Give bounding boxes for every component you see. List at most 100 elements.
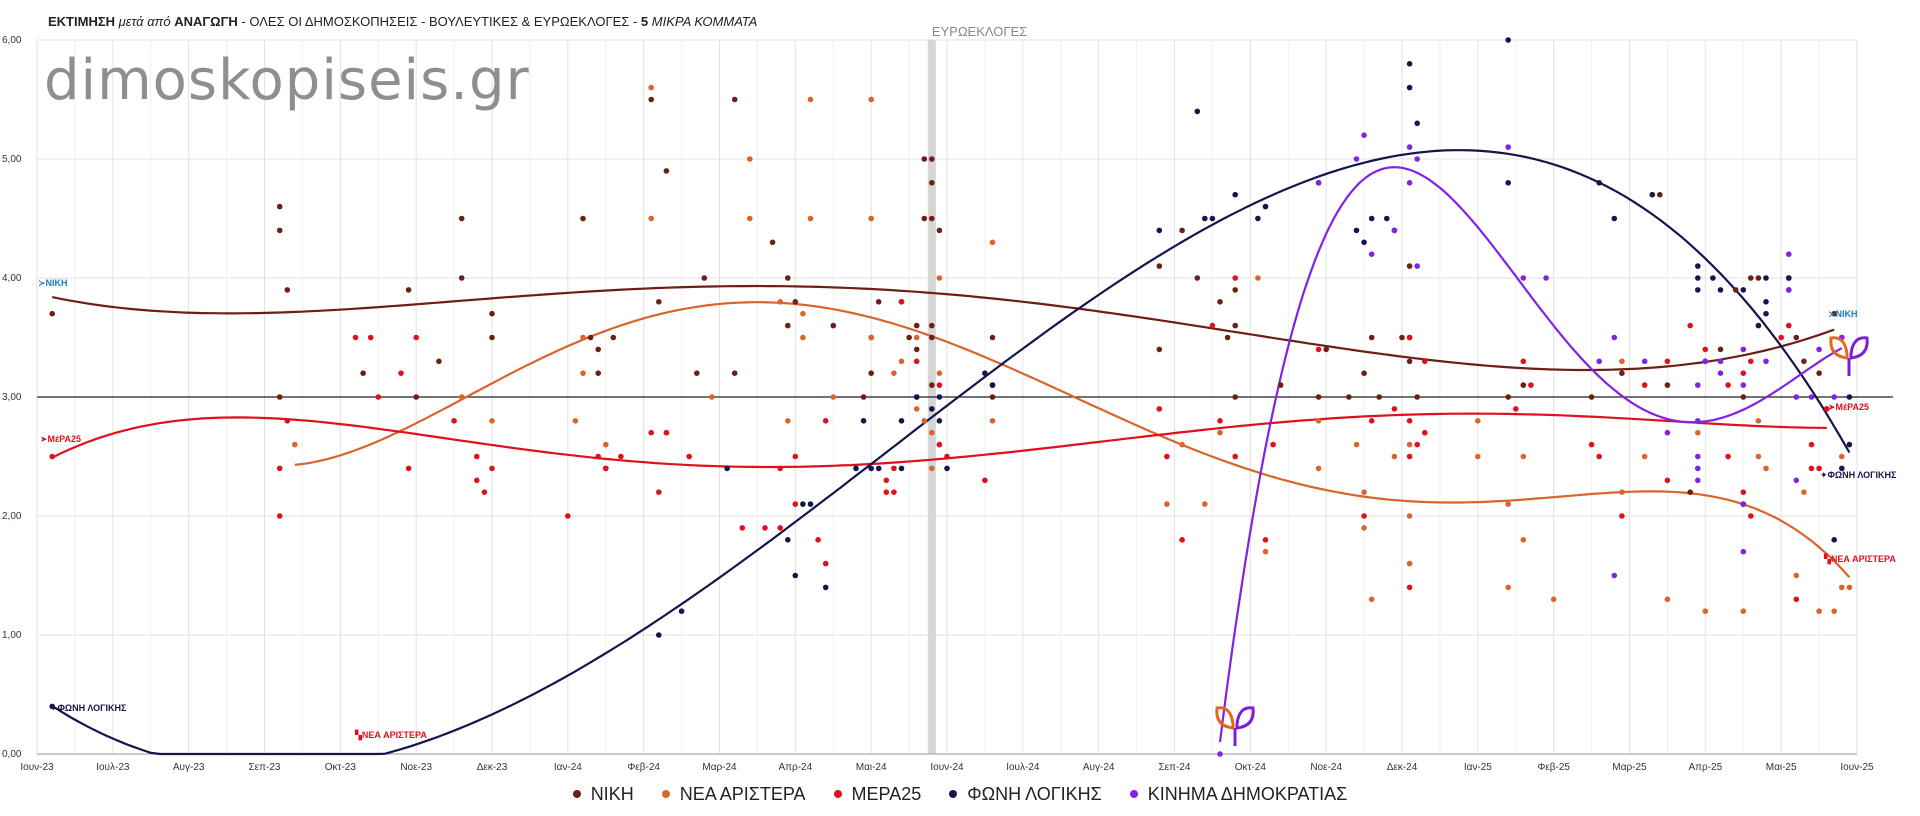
logo-kinima-right-petal-purple [1849, 336, 1869, 360]
data-point-1 [1505, 584, 1511, 591]
data-point-2 [913, 358, 920, 365]
data-point-1 [1475, 418, 1481, 424]
legend-label: ΦΩΝΗ ΛΟΓΙΚΗΣ [967, 783, 1102, 804]
data-point-3 [875, 465, 882, 472]
data-point-3 [1695, 263, 1701, 269]
data-point-2 [1588, 441, 1595, 448]
x-tick-label: Νοε-23 [400, 762, 432, 773]
data-point-4 [1695, 465, 1701, 472]
data-point-1 [929, 465, 935, 472]
x-tick-label: Οκτ-23 [325, 762, 357, 773]
data-point-3 [1505, 180, 1511, 186]
data-point-4 [1740, 501, 1747, 507]
data-point-4 [1717, 370, 1724, 377]
data-point-2 [1520, 358, 1527, 365]
annotation-layer: ΕΥΡΩΕΚΛΟΓΕΣ [927, 24, 1027, 754]
data-point-0 [276, 227, 283, 234]
data-point-2 [944, 453, 950, 460]
data-point-3 [853, 465, 859, 472]
legend-swatch [1129, 790, 1138, 798]
data-point-0 [663, 168, 670, 174]
data-point-4 [1406, 180, 1413, 186]
data-point-2 [1740, 489, 1747, 496]
data-point-1 [292, 441, 298, 448]
data-point-2 [656, 489, 662, 496]
data-point-3 [1839, 465, 1845, 472]
title-part-4: - ΟΛΕΣ ΟΙ ΔΗΜΟΣΚΟΠΗΣΕΙΣ - ΒΟΥΛΕΥΤΙΚΕΣ & … [237, 14, 641, 29]
trend-line-1 [294, 301, 1851, 578]
data-point-1 [1520, 537, 1527, 543]
logo-kinima-bottom-petal-purple [1235, 706, 1255, 730]
data-point-2 [1406, 334, 1413, 341]
data-point-4 [1816, 346, 1822, 353]
data-point-4 [1664, 429, 1671, 436]
data-point-3 [1406, 61, 1413, 67]
logo-niki-left-label: ΝΙΚΗ [45, 278, 68, 288]
data-point-0 [1831, 310, 1837, 317]
x-tick-label: Ιαν-25 [1464, 762, 1492, 773]
data-point-0 [276, 394, 283, 400]
data-point-0 [921, 215, 928, 222]
data-point-2 [276, 465, 283, 472]
x-tick-label: Μαι-25 [1766, 762, 1797, 773]
data-point-1 [1315, 465, 1322, 472]
logo-niki-left: ≻ΝΙΚΗ [38, 278, 68, 288]
data-point-0 [1179, 227, 1185, 234]
data-point-4 [1505, 144, 1511, 150]
data-point-3 [1717, 287, 1724, 293]
data-point-2 [822, 560, 829, 567]
data-point-1 [1839, 584, 1845, 591]
data-point-1 [868, 334, 874, 341]
data-point-2 [936, 382, 943, 388]
data-point-2 [1164, 453, 1170, 460]
data-point-1 [747, 215, 753, 222]
x-tick-label: Σεπ-24 [1159, 762, 1191, 773]
data-point-0 [1755, 275, 1762, 281]
data-point-0 [1232, 394, 1238, 400]
data-point-3 [656, 632, 662, 638]
data-point-0 [929, 156, 935, 162]
data-point-4 [1702, 358, 1709, 365]
data-point-3 [1596, 180, 1602, 186]
data-point-2 [1664, 358, 1671, 365]
data-point-2 [648, 429, 654, 436]
data-point-1 [921, 418, 928, 424]
data-point-3 [724, 465, 730, 472]
data-point-2 [1641, 382, 1648, 388]
data-point-4 [1217, 751, 1223, 757]
data-point-3 [1406, 84, 1413, 91]
data-point-2 [1823, 406, 1830, 412]
data-point-0 [1414, 394, 1420, 400]
data-point-0 [587, 334, 594, 341]
data-point-4 [1793, 477, 1800, 484]
data-point-1 [1202, 501, 1208, 507]
data-point-3 [1763, 299, 1769, 305]
data-point-0 [1619, 370, 1625, 377]
data-point-1 [603, 441, 609, 448]
data-point-0 [1816, 370, 1822, 377]
data-point-0 [785, 322, 791, 329]
data-point-0 [276, 203, 283, 210]
data-point-0 [1346, 394, 1352, 400]
data-point-1 [1839, 453, 1845, 460]
data-point-1 [989, 418, 996, 424]
data-point-4 [1361, 132, 1367, 138]
data-point-1 [572, 418, 579, 424]
data-point-2 [1808, 465, 1815, 472]
logo-nea-right-label: ΝΕΑ ΑΡΙΣΤΕΡΑ [1830, 554, 1896, 564]
data-point-1 [800, 310, 806, 317]
legend-swatch [833, 790, 842, 798]
data-point-1 [936, 370, 943, 377]
data-point-3 [989, 382, 996, 388]
x-tick-label: Ιουν-23 [20, 762, 54, 773]
x-tick-label: Ιουν-25 [1840, 762, 1874, 773]
data-point-4 [1740, 346, 1747, 353]
data-point-0 [580, 215, 586, 222]
data-point-1 [1619, 489, 1625, 496]
y-tick-label: 5,00 [2, 154, 22, 165]
data-point-2 [1748, 513, 1754, 519]
data-point-4 [1543, 275, 1549, 281]
data-point-2 [1725, 382, 1731, 388]
data-point-1 [1361, 525, 1367, 531]
data-point-0 [1687, 489, 1693, 496]
